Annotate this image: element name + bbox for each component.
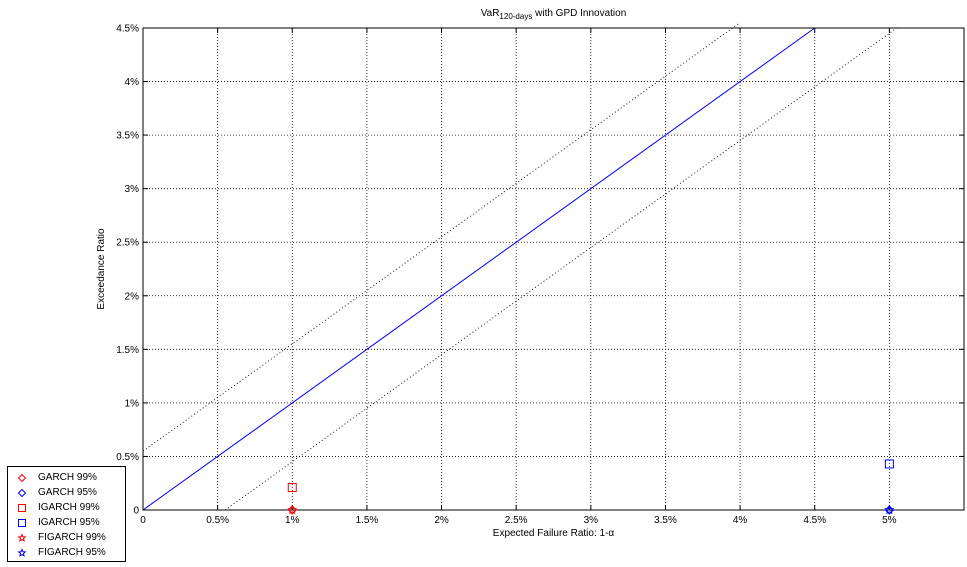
y-axis-label: Exceedance Ratio [96,228,107,310]
star-marker-icon [17,547,27,557]
chart-title-subscript: 120-days [499,12,532,21]
diagonal-reference-line [142,27,816,511]
legend-item: GARCH 95% [8,485,125,500]
legend-label: IGARCH 95% [38,517,100,528]
chart-title-main: VaR [481,8,500,19]
x-tick-label: 2% [434,515,449,526]
y-axis-ticks: 0 0.5% 1% 1.5% 2% 2.5% 3% 3.5% 4% 4.5% [116,24,964,517]
confidence-band-line [142,22,741,452]
legend-marker-shape [18,503,26,512]
legend-marker-shape [17,488,27,497]
y-tick-label: 1% [125,398,140,409]
legend-label: FIGARCH 99% [38,532,106,543]
legend-item: GARCH 99% [8,470,125,485]
legend-marker-shape [18,518,26,527]
y-tick-label: 3.5% [116,131,139,142]
x-tick-label: 4% [733,515,748,526]
reference-lines [142,22,898,511]
grid-lines [143,27,964,510]
y-tick-label: 2% [125,291,140,302]
x-tick-label: 5% [882,515,897,526]
legend: GARCH 99% GARCH 95% IGARCH 99% IGARCH 95% FI… [7,466,126,562]
x-tick-label: 1.5% [356,515,379,526]
chart-title-rest: with GPD Innovation [532,8,626,19]
y-tick-label: 0.5% [116,452,139,463]
data-point [884,504,895,515]
diamond-marker-icon [17,473,27,482]
x-tick-label: 2.5% [505,515,528,526]
data-point [884,459,894,469]
legend-item: FIGARCH 99% [8,530,125,545]
x-tick-label: 0 [140,515,146,526]
data-points [287,459,895,515]
legend-label: GARCH 99% [38,472,97,483]
x-tick-label: 3% [584,515,599,526]
x-tick-label: 0.5% [206,515,229,526]
confidence-band-line [224,27,898,511]
x-axis-label: Expected Failure Ratio: 1-α [493,528,615,539]
legend-item: IGARCH 99% [8,500,125,515]
x-axis-ticks: 0 0.5% 1% 1.5% 2% 2.5% 3% 3.5% 4% 4.5% 5% [140,28,897,526]
y-tick-label: 0 [133,506,139,517]
legend-marker-shape [17,532,27,542]
legend-item: FIGARCH 95% [8,545,125,560]
x-tick-label: 4.5% [803,515,826,526]
star-marker-icon [17,532,27,542]
y-tick-label: 3% [125,184,140,195]
plot-area-frame [142,27,965,511]
y-tick-label: 4.5% [116,24,139,35]
legend-item: IGARCH 95% [8,515,125,530]
diamond-marker-icon [17,488,27,497]
legend-label: IGARCH 99% [38,502,100,513]
chart-title: VaR120-days with GPD Innovation [481,8,627,21]
y-tick-label: 4% [125,77,140,88]
legend-marker-shape [17,473,27,482]
square-marker-icon [18,503,26,512]
data-point [287,504,298,515]
x-tick-label: 3.5% [654,515,677,526]
legend-label: FIGARCH 95% [38,547,106,558]
y-tick-label: 2.5% [116,238,139,249]
legend-label: GARCH 95% [38,487,97,498]
legend-marker-shape [17,547,27,557]
data-point [287,483,297,493]
square-marker-icon [18,518,26,527]
y-tick-label: 1.5% [116,345,139,356]
x-tick-label: 1% [285,515,300,526]
